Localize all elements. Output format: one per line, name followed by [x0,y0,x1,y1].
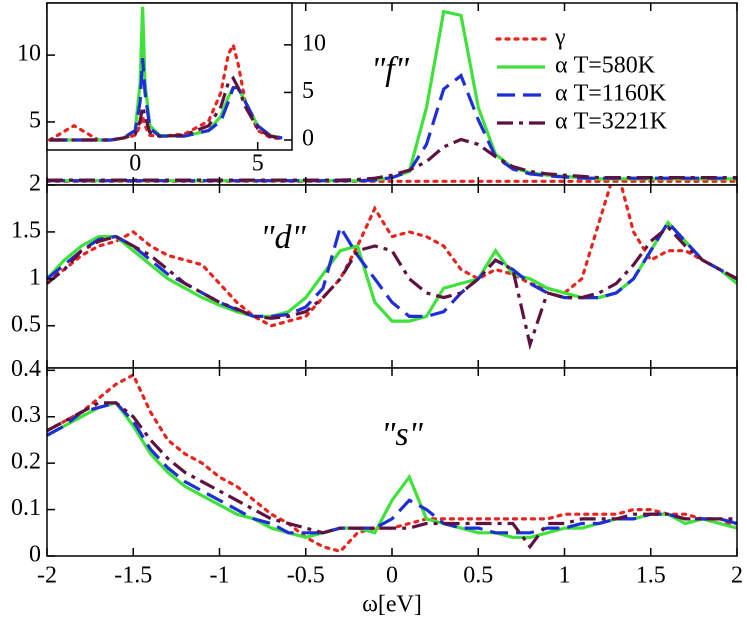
legend-label: α T=580K [555,53,656,79]
x-tick-label: 0.5 [463,563,493,589]
x-tick-label: 1.5 [636,563,666,589]
series-line [47,219,737,323]
y-tick-label: 0 [302,126,314,152]
y-tick-label: 0.3 [11,402,41,428]
x-tick-label: -2 [37,563,57,589]
panel-background [47,185,737,368]
series-line [47,137,737,182]
x-tick-label: 1 [559,563,571,589]
panel-background [47,3,292,150]
y-tick-label: 2 [29,171,41,197]
series-line [49,75,283,142]
panel-annotation: "d" [260,219,306,256]
panel-annotation: "s" [381,416,424,453]
x-tick-label: -1 [210,563,230,589]
x-tick-label: 2 [731,563,743,589]
panel-annotation: "f" [371,51,410,88]
legend-label: α T=3221K [555,109,668,135]
x-axis-label: ω[eV] [362,592,422,618]
y-tick-label: 0.2 [11,449,41,475]
x-tick-label: 0 [129,151,141,177]
x-tick-label: -1.5 [114,563,152,589]
panel: 0 5 10 5 10 0 5 [17,2,326,177]
series-line [47,401,737,550]
x-tick-label: 5 [252,151,264,177]
x-tick-label: 0 [386,563,398,589]
y-tick-label: 0.5 [11,311,41,337]
y-tick-label: 0.4 [11,356,41,382]
legend-label: α T=1160K [555,81,667,107]
panel-background [47,368,737,556]
panel-frame [46,2,293,151]
y-tick-label: 0.1 [11,495,41,521]
y-tick-label: 0 [29,542,41,568]
y2-tick-label: 10 [17,41,41,67]
series-line [47,219,737,318]
series-line [47,185,737,328]
panel: 0.5 1 1.5 2 "d" [11,171,738,369]
series-line [47,225,737,351]
y2-tick-label: 5 [29,107,41,133]
legend-label: γ [554,25,566,51]
panel: 0 0.1 0.2 0.3 0.4 -2 -1.5 -1 -0.5 0 0.5 1 1.5 2 "s" ω[e… [11,356,743,618]
y-tick-label: 1 [29,264,41,290]
y-tick-label: 5 [302,78,314,104]
y-tick-label: 1.5 [11,217,41,243]
y-tick-label: 10 [302,30,326,56]
x-tick-label: -0.5 [287,563,325,589]
